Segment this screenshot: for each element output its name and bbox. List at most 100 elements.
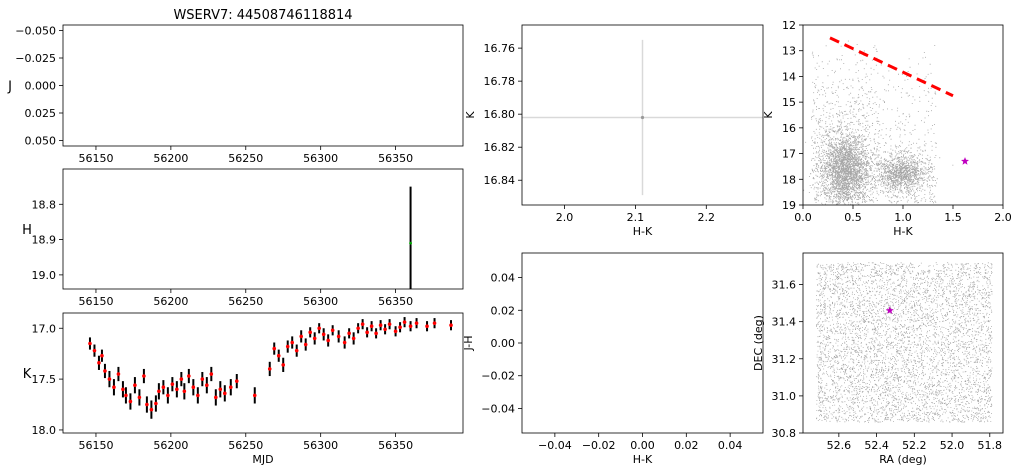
x-axis-label: H-K	[893, 225, 913, 238]
marker	[290, 340, 295, 345]
marker	[175, 387, 179, 392]
data-point	[218, 381, 223, 398]
data-point	[100, 349, 104, 362]
data-point	[393, 326, 398, 337]
marker	[222, 391, 227, 396]
data-point	[170, 377, 175, 392]
data-point	[432, 318, 437, 329]
y-tick-label: 17.0	[32, 322, 57, 335]
data-point	[383, 324, 387, 335]
marker	[326, 338, 330, 343]
x-tick-label: 0.00	[630, 439, 655, 452]
axes-cmd-zoom: 2.0 2.1 2.2 16.76 16.78 16.80 16.82 16.84 H-K K	[464, 24, 764, 238]
y-axis-label: H	[22, 223, 32, 238]
plot-area-cmd	[803, 36, 969, 205]
x-tick-label: 56300	[303, 439, 338, 452]
x-tick-label: 56350	[378, 152, 413, 165]
marker	[145, 402, 149, 407]
marker	[281, 363, 286, 367]
data-point	[321, 328, 326, 341]
data-point	[137, 389, 142, 406]
data-point	[285, 340, 290, 353]
x-tick-label: 56300	[303, 152, 338, 165]
data-point	[157, 383, 161, 400]
marker	[308, 330, 312, 335]
marker	[218, 387, 223, 392]
axes-cmd: 0.0 0.5 1.0 1.5 2.0 12 13 14 15 16 17 18 19 H-K K	[762, 19, 1012, 238]
axes-J: 56150 56200 56250 56300 56350 −0.050 −0.025 0.0…	[7, 25, 464, 165]
data-point	[351, 332, 356, 345]
marker	[142, 374, 146, 378]
y-tick-label: 31.6	[772, 279, 797, 292]
marker	[187, 374, 191, 378]
data-point	[116, 366, 121, 382]
data-point	[107, 370, 112, 388]
marker	[149, 407, 154, 412]
y-tick-label: 16.80	[484, 108, 516, 121]
marker	[252, 393, 257, 398]
y-tick-label: 31.0	[772, 390, 797, 403]
data-point	[196, 387, 200, 404]
data-point	[97, 355, 101, 370]
marker	[449, 323, 453, 328]
data-point	[234, 374, 239, 389]
y-axis-label: K	[464, 111, 477, 119]
marker	[383, 327, 387, 332]
data-point	[166, 387, 170, 404]
target-star-marker	[961, 157, 969, 165]
data-point	[342, 336, 347, 349]
x-tick-label: 56250	[228, 439, 263, 452]
data-point	[303, 338, 308, 351]
y-tick-label: −0.02	[481, 370, 515, 383]
data-point	[191, 379, 196, 396]
data-point	[378, 320, 383, 331]
data-point	[154, 395, 158, 412]
y-tick-label: 0.050	[25, 135, 57, 148]
marker	[196, 393, 200, 398]
marker	[209, 372, 214, 376]
x-axis-label: H-K	[633, 453, 653, 466]
data-point	[149, 400, 154, 419]
marker	[409, 241, 412, 245]
data-point	[312, 332, 317, 345]
marker	[92, 348, 97, 353]
y-tick-label: 12	[782, 19, 796, 32]
marker	[121, 387, 125, 392]
x-tick-label: 2.0	[556, 211, 574, 224]
x-tick-label: 2.0	[994, 211, 1012, 224]
axes-H: 56150 56200 56250 56300 56350 18.8 18.9 19.0 H	[22, 168, 464, 308]
marker	[228, 385, 233, 390]
y-tick-label: 16.82	[484, 141, 516, 154]
marker	[170, 382, 175, 386]
marker	[166, 393, 170, 398]
marker	[351, 336, 356, 341]
marker	[317, 326, 321, 331]
data-point	[252, 387, 257, 404]
data-point	[330, 325, 335, 336]
data-point	[267, 361, 272, 377]
y-tick-label: 19.0	[32, 269, 57, 282]
y-tick-label: 0.025	[25, 107, 57, 120]
x-tick-label: 56200	[153, 295, 188, 308]
axes-frame	[802, 252, 1004, 434]
data-point	[161, 380, 166, 395]
y-tick-label: 30.8	[772, 427, 797, 440]
y-tick-label: 14	[782, 70, 796, 83]
marker	[294, 348, 299, 353]
x-tick-label: 56350	[378, 295, 413, 308]
x-tick-label: 56250	[228, 152, 263, 165]
marker	[97, 361, 101, 365]
x-tick-label: 1.5	[944, 211, 962, 224]
marker	[356, 326, 360, 331]
marker	[425, 324, 429, 329]
data-point	[209, 366, 214, 382]
axes-sky: 52.6 52.4 52.2 52.0 51.8 30.8 31.0 31.2 31.4 31.6…	[752, 252, 1004, 466]
data-point	[402, 317, 407, 328]
marker	[128, 399, 133, 404]
data-point	[179, 371, 184, 387]
axes-frame	[521, 24, 764, 206]
marker	[214, 395, 218, 400]
axes-K: 56150 56200 56250 56300 56350 17.0 17.5 18.0 MJD…	[23, 312, 464, 466]
data-point	[182, 383, 187, 400]
x-tick-label: 52.0	[940, 439, 965, 452]
